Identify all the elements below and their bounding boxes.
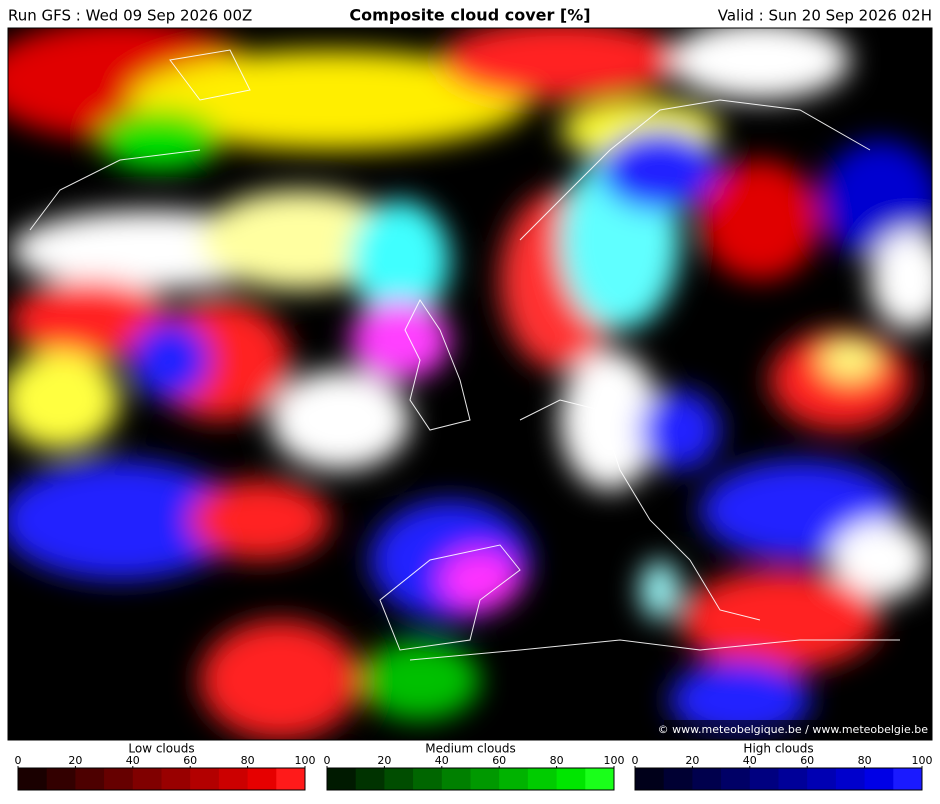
tick-label: 100 bbox=[295, 754, 316, 767]
legend-title: Medium clouds bbox=[425, 742, 516, 756]
tick-label: 20 bbox=[685, 754, 699, 767]
color-step bbox=[441, 768, 471, 790]
tick-label: 80 bbox=[241, 754, 255, 767]
tick-label: 40 bbox=[126, 754, 140, 767]
tick-label: 40 bbox=[743, 754, 757, 767]
tick-label: 60 bbox=[492, 754, 506, 767]
color-step bbox=[327, 768, 357, 790]
tick-label: 20 bbox=[68, 754, 82, 767]
color-step bbox=[527, 768, 558, 790]
color-step bbox=[635, 768, 665, 790]
tick-label: 0 bbox=[15, 754, 22, 767]
tick-label: 20 bbox=[377, 754, 391, 767]
colorbar-frame bbox=[326, 767, 615, 791]
color-step bbox=[864, 768, 894, 790]
run-info: Run GFS : Wed 09 Sep 2026 00Z bbox=[8, 7, 252, 25]
color-step bbox=[355, 768, 385, 790]
color-step bbox=[190, 768, 220, 790]
tick-label: 100 bbox=[912, 754, 933, 767]
tick-label: 60 bbox=[800, 754, 814, 767]
color-step bbox=[18, 768, 48, 790]
color-step bbox=[807, 768, 837, 790]
map-frame bbox=[7, 27, 933, 741]
color-step bbox=[778, 768, 808, 790]
tick-label: 40 bbox=[435, 754, 449, 767]
tick-label: 80 bbox=[858, 754, 872, 767]
map-title: Composite cloud cover [%] bbox=[349, 6, 590, 25]
legend-title: High clouds bbox=[743, 742, 813, 756]
color-step bbox=[413, 768, 443, 790]
color-step bbox=[218, 768, 249, 790]
color-step bbox=[470, 768, 500, 790]
tick-label: 80 bbox=[550, 754, 564, 767]
tick-label: 0 bbox=[632, 754, 639, 767]
legend-title: Low clouds bbox=[128, 742, 194, 756]
color-step bbox=[46, 768, 76, 790]
legends: Low clouds 0 20 40 60 80 100 Medium clouds 0 20 40… bbox=[15, 742, 933, 791]
color-step bbox=[247, 768, 277, 790]
tick-label: 0 bbox=[324, 754, 331, 767]
color-step bbox=[835, 768, 866, 790]
color-step bbox=[585, 768, 615, 790]
color-step bbox=[161, 768, 191, 790]
map-credit: © www.meteobelgique.be / www.meteobelgie… bbox=[658, 723, 929, 736]
colorbar-frame bbox=[634, 767, 923, 791]
tick-label: 60 bbox=[183, 754, 197, 767]
tick-label: 100 bbox=[604, 754, 625, 767]
color-step bbox=[721, 768, 751, 790]
color-step bbox=[749, 768, 779, 790]
colorbar-frame bbox=[17, 767, 306, 791]
color-step bbox=[499, 768, 529, 790]
color-step bbox=[75, 768, 105, 790]
color-step bbox=[893, 768, 923, 790]
color-step bbox=[692, 768, 722, 790]
color-step bbox=[276, 768, 306, 790]
color-step bbox=[384, 768, 414, 790]
color-step bbox=[132, 768, 162, 790]
cloud-map: © www.meteobelgique.be / www.meteobelgie… bbox=[8, 28, 932, 740]
color-step bbox=[663, 768, 693, 790]
valid-time: Valid : Sun 20 Sep 2026 02H bbox=[718, 7, 932, 25]
color-step bbox=[556, 768, 586, 790]
color-step bbox=[104, 768, 134, 790]
